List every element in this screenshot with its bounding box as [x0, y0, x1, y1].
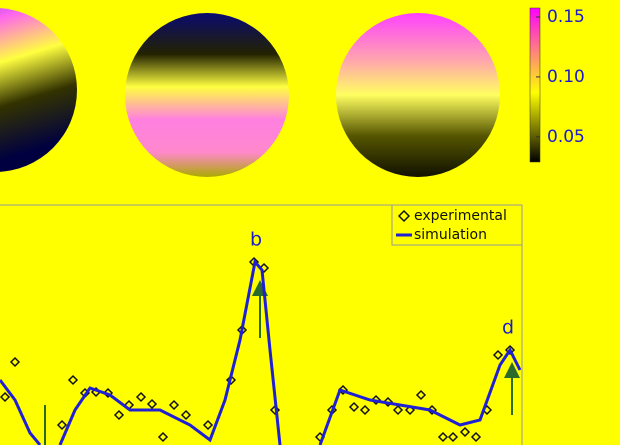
sphere	[336, 13, 500, 177]
data-point	[146, 398, 158, 410]
data-point	[392, 404, 404, 416]
data-point	[202, 419, 214, 431]
data-point	[180, 409, 192, 421]
legend-label: experimental	[414, 208, 507, 224]
data-point	[415, 389, 427, 401]
plot-frame	[0, 204, 523, 445]
data-point	[135, 391, 147, 403]
data-point	[459, 426, 471, 438]
tick-label: 0.10	[547, 67, 585, 87]
data-point	[102, 387, 114, 399]
data-point	[157, 431, 169, 443]
legend-marker	[397, 209, 411, 223]
legend-label: simulation	[414, 227, 487, 243]
data-point	[113, 409, 125, 421]
data-point	[504, 344, 516, 356]
tick-label: 0.05	[547, 127, 585, 147]
data-point	[168, 399, 180, 411]
data-point	[370, 394, 382, 406]
colorbar	[529, 7, 541, 163]
data-point	[382, 396, 394, 408]
data-point	[437, 431, 449, 443]
data-point	[447, 431, 459, 443]
data-point	[404, 404, 416, 416]
data-point	[9, 356, 21, 368]
legend-box	[391, 204, 523, 246]
data-point	[225, 374, 237, 386]
data-point	[56, 419, 68, 431]
data-point	[359, 404, 371, 416]
data-point	[470, 431, 482, 443]
line	[0, 258, 522, 445]
sphere	[0, 8, 77, 172]
sphere	[125, 13, 289, 177]
data-point	[348, 401, 360, 413]
data-point	[0, 391, 11, 403]
tick-label: 0.15	[547, 7, 585, 27]
data-point	[492, 349, 504, 361]
annotation: b	[250, 229, 262, 251]
annotation: d	[502, 317, 514, 339]
data-point	[258, 262, 270, 274]
data-point	[67, 374, 79, 386]
